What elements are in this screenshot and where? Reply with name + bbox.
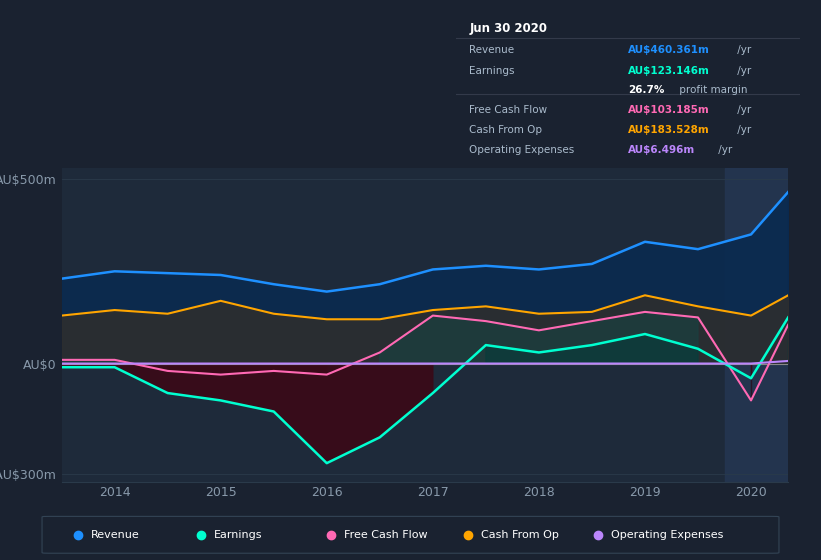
Text: AU$103.185m: AU$103.185m: [628, 105, 710, 115]
Text: Cash From Op: Cash From Op: [481, 530, 559, 540]
Text: Revenue: Revenue: [470, 45, 515, 55]
Text: /yr: /yr: [734, 105, 751, 115]
Text: /yr: /yr: [734, 125, 751, 136]
Text: AU$460.361m: AU$460.361m: [628, 45, 710, 55]
Text: Operating Expenses: Operating Expenses: [470, 145, 575, 155]
Text: Free Cash Flow: Free Cash Flow: [344, 530, 428, 540]
Text: profit margin: profit margin: [677, 86, 748, 95]
Text: Jun 30 2020: Jun 30 2020: [470, 22, 548, 35]
Text: Cash From Op: Cash From Op: [470, 125, 543, 136]
Text: Earnings: Earnings: [214, 530, 263, 540]
Bar: [724, 168, 788, 482]
Text: /yr: /yr: [734, 66, 751, 76]
Text: AU$183.528m: AU$183.528m: [628, 125, 710, 136]
Text: AU$123.146m: AU$123.146m: [628, 66, 710, 76]
Text: /yr: /yr: [715, 145, 732, 155]
Text: Revenue: Revenue: [91, 530, 140, 540]
Text: AU$6.496m: AU$6.496m: [628, 145, 695, 155]
Text: /yr: /yr: [734, 45, 751, 55]
Text: Free Cash Flow: Free Cash Flow: [470, 105, 548, 115]
Text: 26.7%: 26.7%: [628, 86, 664, 95]
Text: Operating Expenses: Operating Expenses: [612, 530, 724, 540]
Text: Earnings: Earnings: [470, 66, 515, 76]
